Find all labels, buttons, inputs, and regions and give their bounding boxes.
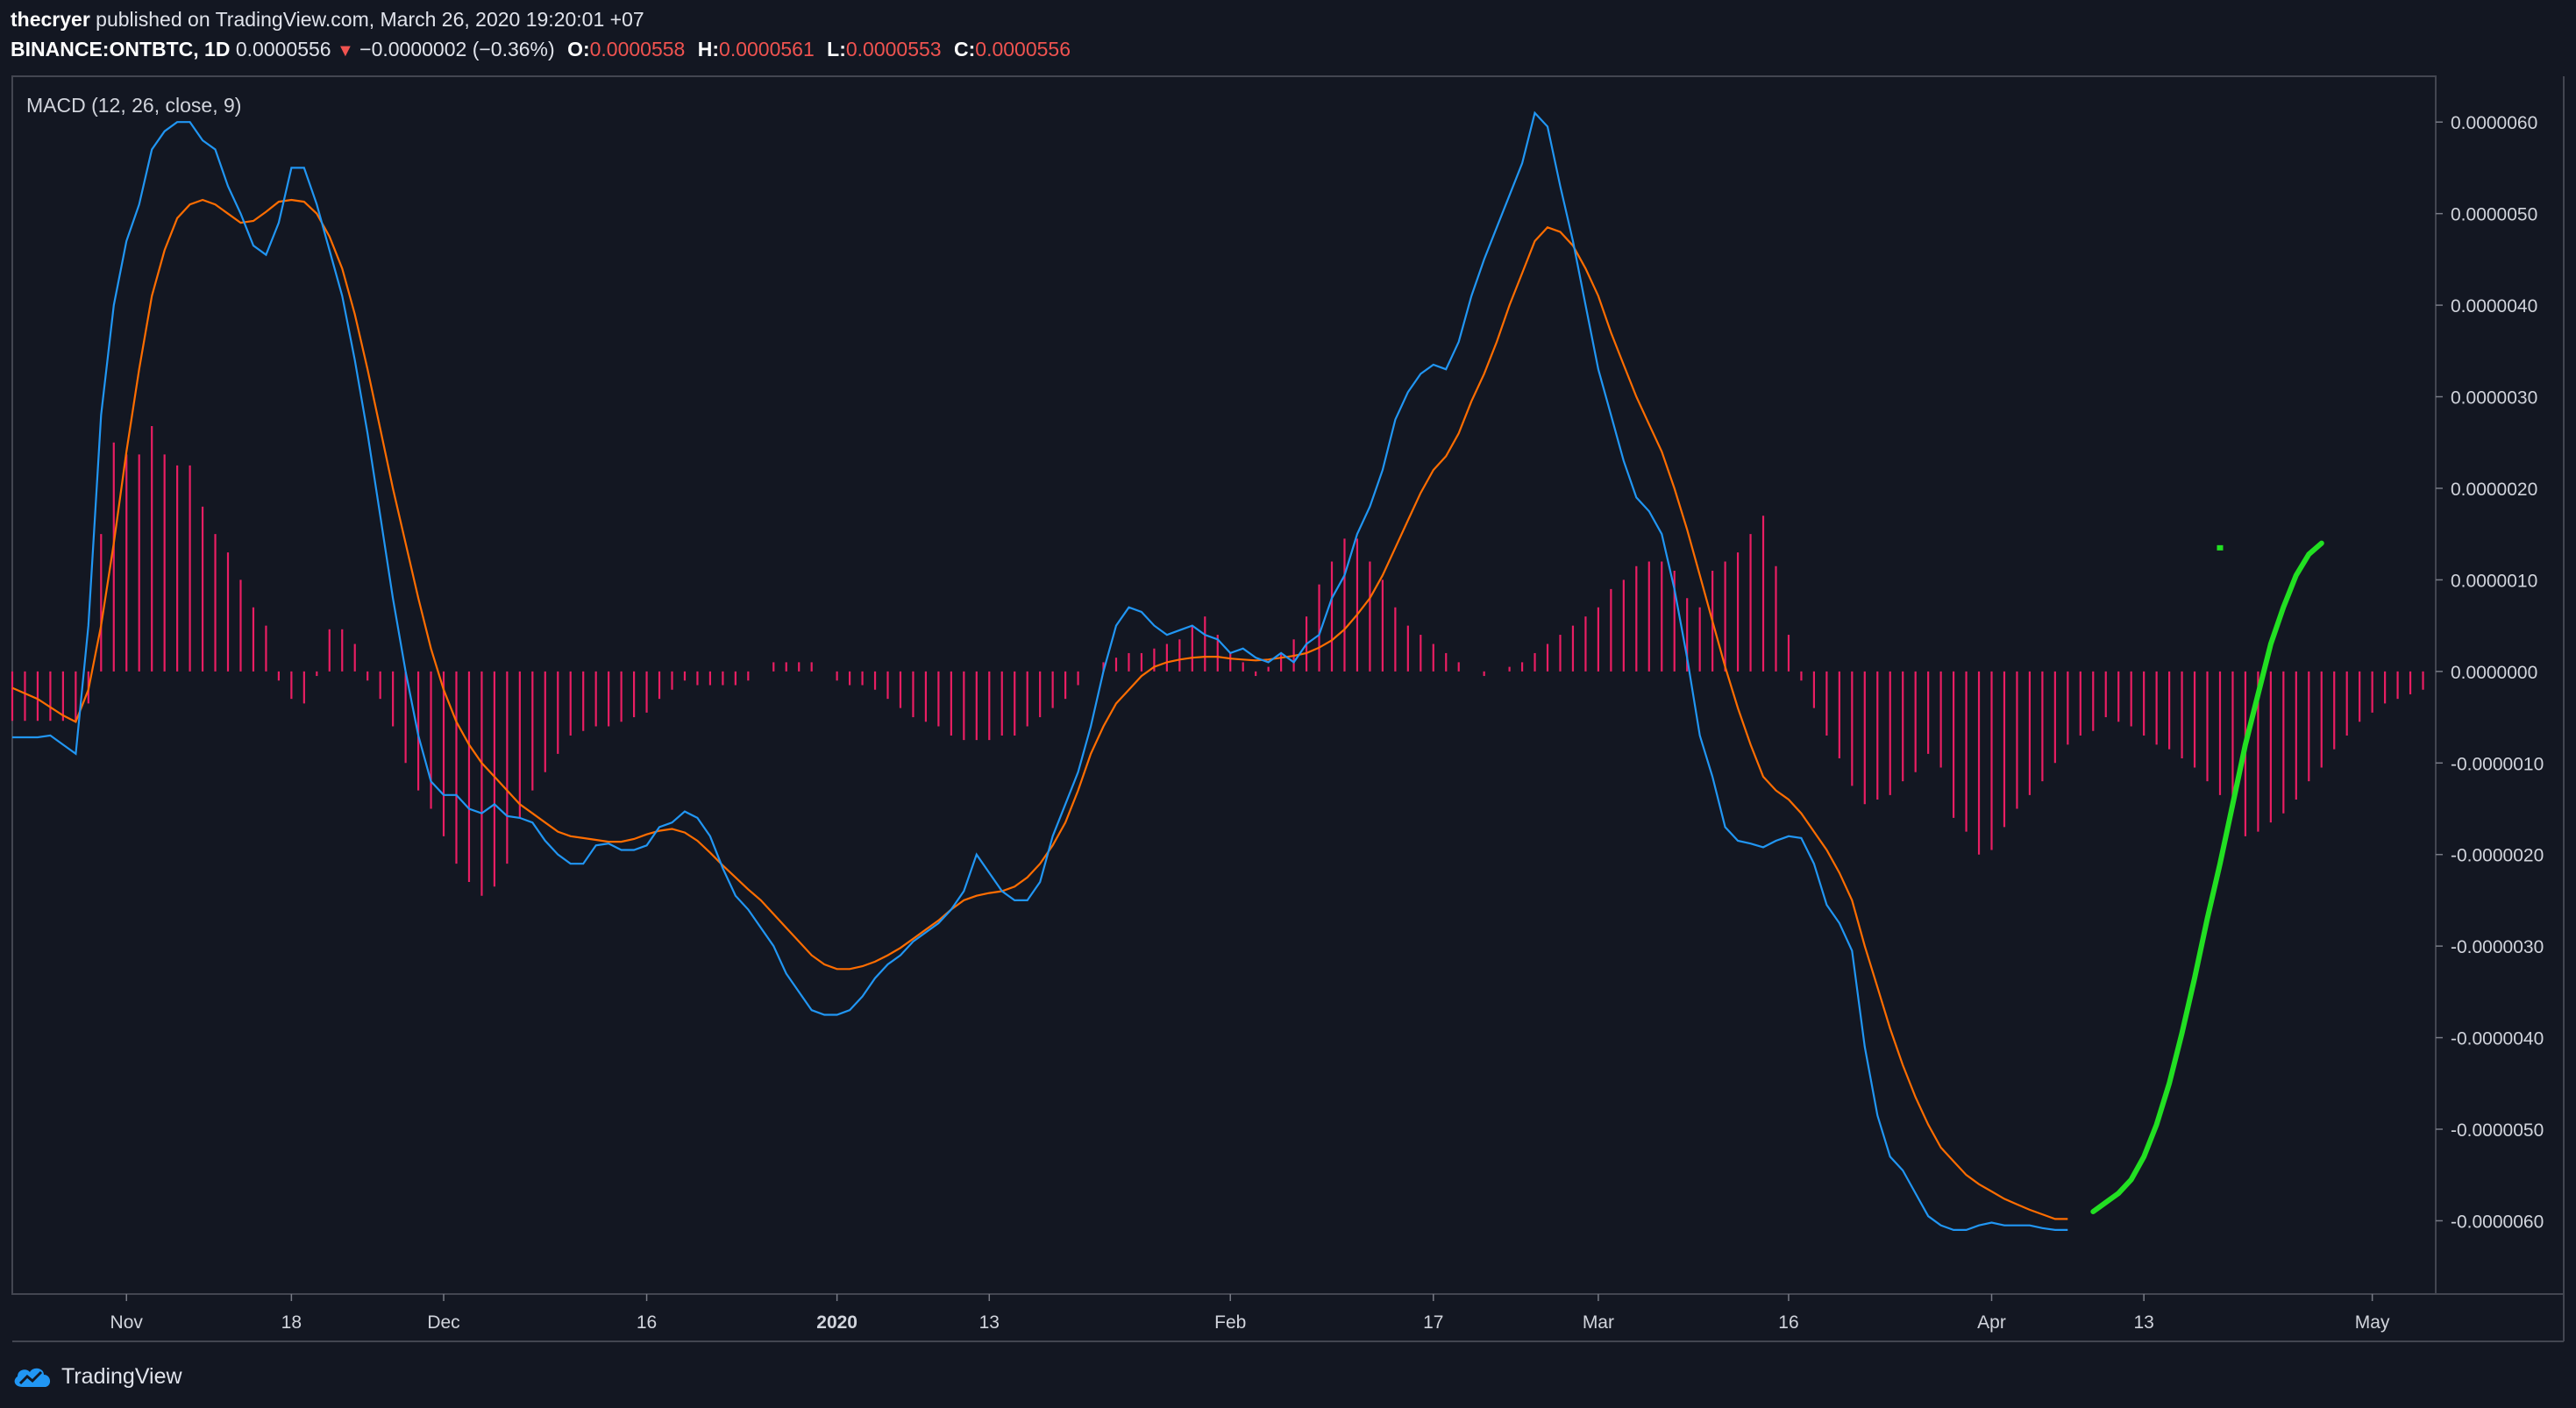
tradingview-logo-icon[interactable] (11, 1362, 54, 1390)
macd-line (12, 110, 2068, 1231)
y-tick-label: -0.0000050 (2451, 1120, 2544, 1141)
y-tick-label: -0.0000020 (2451, 846, 2544, 866)
down-arrow-icon: ▼ (336, 41, 354, 60)
x-tick-label: 16 (637, 1312, 657, 1333)
close-label: C: (954, 38, 976, 60)
publish-line: thecryer published on TradingView.com, M… (11, 7, 644, 32)
x-tick-label: Feb (1214, 1312, 1246, 1333)
projection-line (2090, 540, 2324, 1214)
low-label: L: (827, 38, 846, 60)
y-tick-label: 0.0000020 (2451, 480, 2537, 500)
x-tick-label: Mar (1583, 1312, 1614, 1333)
y-tick-label: 0.0000040 (2451, 296, 2537, 316)
x-tick-label: 17 (1423, 1312, 1443, 1333)
y-tick-label: 0.0000060 (2451, 113, 2537, 133)
y-tick-label: -0.0000040 (2451, 1029, 2544, 1049)
x-tick-label: Nov (110, 1312, 144, 1333)
published-text: published on TradingView.com, March 26, … (96, 8, 644, 31)
projection-marker (2217, 544, 2224, 551)
low-value: 0.0000553 (845, 38, 942, 60)
x-tick-label: Apr (1977, 1312, 2006, 1333)
x-tick-label: 13 (979, 1312, 1000, 1333)
symbol-line: BINANCE:ONTBTC, 1D 0.0000556 ▼ −0.000000… (11, 37, 1071, 63)
y-tick-label: -0.0000010 (2451, 754, 2544, 774)
tradingview-brand[interactable]: TradingView (61, 1363, 182, 1389)
x-tick-label: 2020 (816, 1312, 857, 1333)
open-label: O: (567, 38, 590, 60)
author-name[interactable]: thecryer (11, 8, 90, 31)
y-tick-label: -0.0000030 (2451, 937, 2544, 957)
close-value: 0.0000556 (975, 38, 1071, 60)
signal-line (11, 198, 2068, 1220)
price-axis[interactable]: 0.0000060 0.0000050 0.0000040 0.0000030 0.00… (2436, 113, 2544, 1232)
y-tick-label: 0.0000030 (2451, 388, 2537, 409)
y-tick-label: 0.0000000 (2451, 663, 2537, 683)
chart-header: thecryer published on TradingView.com, M… (0, 0, 2576, 68)
indicator-label[interactable]: MACD (12, 26, close, 9) (26, 94, 241, 117)
footer: TradingView (11, 1359, 182, 1394)
x-tick-label: May (2355, 1312, 2390, 1333)
macd-histogram (11, 425, 2424, 896)
macd-lines (11, 110, 2324, 1231)
y-tick-label: 0.0000050 (2451, 205, 2537, 225)
price-change: −0.0000002 (−0.36%) (359, 38, 555, 60)
y-tick-label: 0.0000010 (2451, 571, 2537, 591)
x-tick-label: 13 (2133, 1312, 2153, 1333)
symbol-label[interactable]: BINANCE:ONTBTC, 1D (11, 38, 231, 60)
pane-border (11, 75, 2437, 1295)
time-axis[interactable]: Nov 18 Dec 16 2020 13 Feb 17 Mar 16 Apr 13 May (110, 1294, 2390, 1333)
x-tick-label: Dec (427, 1312, 459, 1333)
x-tick-label: 18 (281, 1312, 302, 1333)
y-tick-label: -0.0000060 (2451, 1212, 2544, 1232)
open-value: 0.0000558 (589, 38, 686, 60)
last-price: 0.0000556 (235, 38, 331, 60)
x-tick-label: 16 (1778, 1312, 1798, 1333)
high-label: H: (697, 38, 720, 60)
high-value: 0.0000561 (719, 38, 815, 60)
